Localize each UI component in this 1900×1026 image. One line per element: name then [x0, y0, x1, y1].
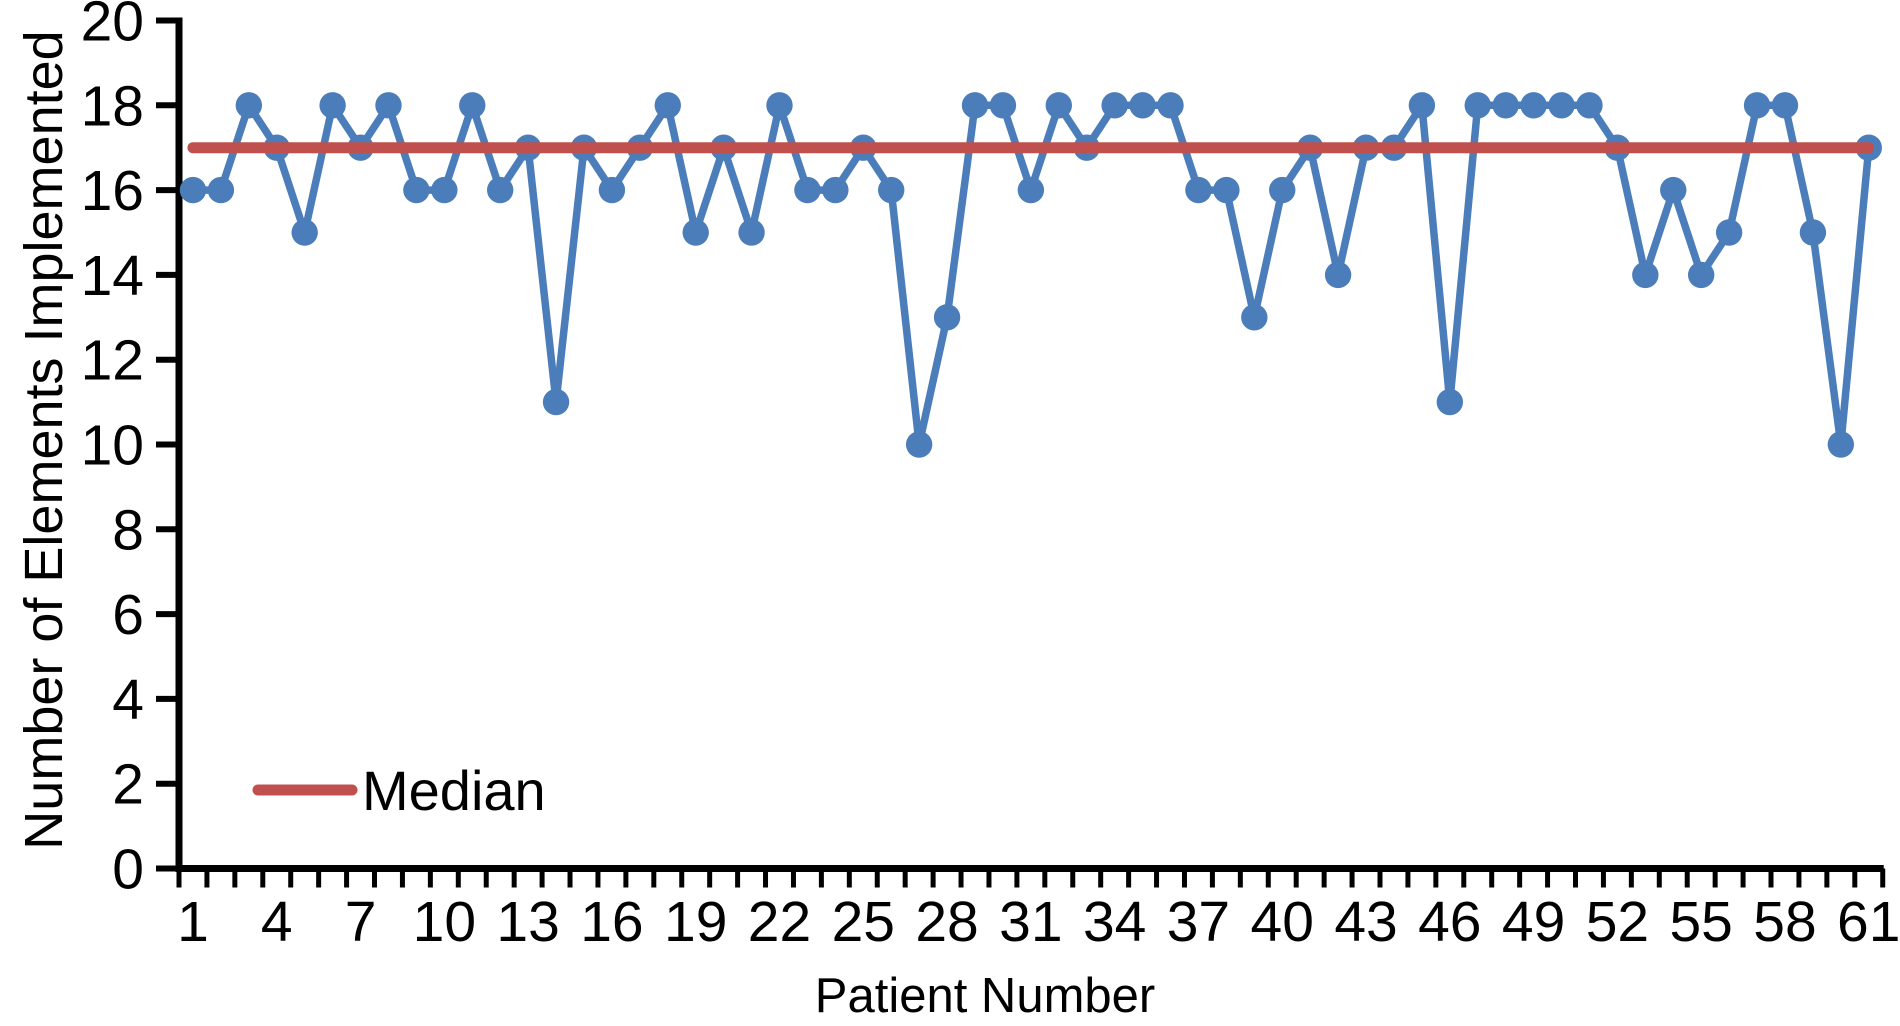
- x-tick-label: 52: [1586, 890, 1649, 954]
- data-point: [1771, 92, 1799, 119]
- x-tick-label: 28: [915, 890, 978, 954]
- data-point: [207, 176, 235, 204]
- data-point: [1185, 176, 1212, 204]
- x-tick-label: 16: [580, 890, 643, 954]
- data-point: [1269, 176, 1296, 204]
- data-point: [905, 431, 933, 458]
- data-point: [1464, 92, 1491, 119]
- x-tick-label: 49: [1502, 890, 1565, 954]
- x-tick-label: 25: [832, 890, 895, 954]
- data-point: [459, 92, 486, 119]
- data-point: [235, 92, 263, 119]
- x-tick-label: 19: [664, 890, 727, 954]
- data-point: [1436, 388, 1464, 416]
- data-point: [319, 92, 346, 119]
- y-tick-label: 2: [112, 753, 144, 817]
- data-point: [822, 176, 849, 204]
- data-point: [1129, 92, 1156, 119]
- x-tick-label: 37: [1167, 890, 1230, 954]
- y-tick-label: 6: [112, 583, 144, 647]
- data-point: [682, 219, 709, 246]
- data-point: [878, 176, 905, 204]
- data-point: [598, 176, 626, 204]
- data-point: [1715, 219, 1743, 246]
- x-axis-tick-labels: 1 4 7 10 13 16 19 22 25 28 31 34 37 40 43 46 49 52 55 58 61: [177, 890, 1900, 954]
- x-tick-label: 46: [1418, 890, 1481, 954]
- y-axis-tick-labels: 0 2 4 6 8 10 12 14 16 18 20: [81, 0, 144, 902]
- x-tick-label: 22: [748, 890, 811, 954]
- legend: Median: [252, 759, 546, 822]
- y-tick-label: 10: [81, 414, 144, 478]
- data-point: [1045, 92, 1072, 119]
- data-point: [1799, 219, 1827, 246]
- data-point: [291, 219, 318, 246]
- x-tick-label: 34: [1083, 890, 1146, 954]
- data-point: [1520, 92, 1547, 119]
- y-axis-ticks: [156, 17, 179, 872]
- data-point: [1157, 92, 1184, 119]
- data-point: [794, 176, 821, 204]
- data-point: [1101, 92, 1128, 119]
- data-point: [542, 388, 570, 416]
- data-point: [1827, 431, 1855, 458]
- x-tick-label: 10: [413, 890, 476, 954]
- data-point: [933, 304, 961, 331]
- data-point: [486, 176, 514, 204]
- data-point: [1687, 261, 1715, 289]
- data-point: [989, 92, 1017, 119]
- x-tick-label: 43: [1334, 890, 1397, 954]
- data-point: [961, 92, 989, 119]
- y-tick-label: 12: [81, 329, 144, 393]
- data-point: [1213, 176, 1240, 204]
- x-tick-label: 31: [999, 890, 1062, 954]
- y-tick-label: 18: [81, 74, 144, 138]
- data-point: [1017, 176, 1045, 204]
- data-point: [738, 219, 765, 246]
- data-point: [375, 92, 402, 119]
- data-point: [1548, 92, 1575, 119]
- x-tick-label: 7: [345, 890, 377, 954]
- data-point: [1632, 261, 1659, 289]
- x-tick-label: 1: [177, 890, 209, 954]
- x-tick-label: 55: [1669, 890, 1732, 954]
- y-tick-label: 0: [112, 838, 144, 902]
- y-tick-label: 8: [112, 498, 144, 562]
- x-tick-label: 40: [1251, 890, 1314, 954]
- x-tick-label: 4: [261, 890, 293, 954]
- y-tick-label: 16: [81, 159, 144, 223]
- data-point: [179, 176, 207, 204]
- y-tick-label: 14: [81, 244, 144, 308]
- legend-median-label: Median: [362, 759, 546, 822]
- y-tick-label: 4: [112, 668, 144, 732]
- data-point: [1576, 92, 1603, 119]
- data-point: [431, 176, 458, 204]
- data-series: [179, 92, 1882, 458]
- x-tick-label: 58: [1753, 890, 1816, 954]
- y-tick-label: 20: [81, 0, 144, 54]
- data-point: [1324, 261, 1352, 289]
- data-point: [1492, 92, 1519, 119]
- y-axis-title: Number of Elements Implemented: [14, 30, 74, 849]
- data-point: [766, 92, 793, 119]
- data-point: [654, 92, 681, 119]
- x-tick-label: 61: [1837, 890, 1900, 954]
- data-point: [403, 176, 430, 204]
- data-point: [1743, 92, 1771, 119]
- data-point: [1408, 92, 1436, 119]
- x-tick-label: 13: [496, 890, 559, 954]
- x-axis-title: Patient Number: [815, 969, 1155, 1023]
- data-point: [1660, 176, 1687, 204]
- data-point: [1241, 304, 1268, 331]
